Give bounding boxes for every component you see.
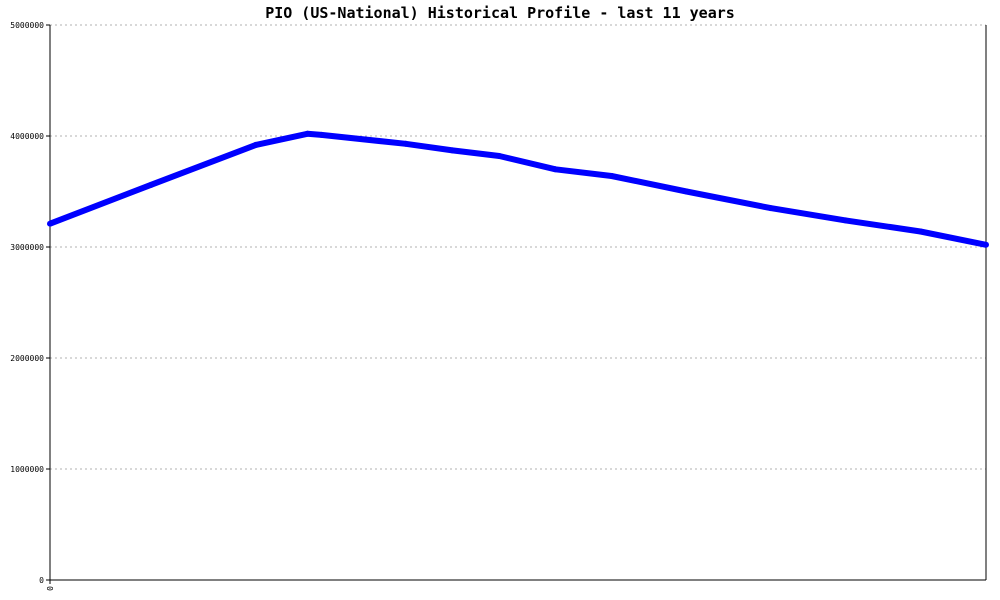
data-point-4: [318, 131, 325, 138]
data-point-14: [983, 241, 989, 248]
data-point-7: [496, 152, 503, 159]
data-point-12: [842, 217, 849, 224]
data-point-0: [47, 220, 53, 227]
y-tick-label-4: 4000000: [10, 132, 44, 141]
y-tick-label-1: 1000000: [10, 465, 44, 474]
data-point-6: [449, 147, 456, 154]
data-point-2: [252, 141, 259, 148]
data-line-series: [48, 130, 987, 248]
y-tick-label-0: 0: [39, 576, 44, 585]
data-point-5: [402, 140, 409, 147]
y-tick-label-2: 2000000: [10, 354, 44, 363]
data-point-9: [608, 172, 615, 179]
data-point-3: [304, 130, 311, 137]
data-point-11: [767, 205, 774, 212]
x-tick-label-0: 0: [46, 586, 55, 591]
data-point-1: [148, 181, 155, 188]
data-point-8: [552, 166, 559, 173]
data-point-13: [917, 228, 924, 235]
chart-title: PIO (US-National) Historical Profile - l…: [265, 4, 735, 22]
data-point-10: [683, 188, 690, 195]
y-tick-label-3: 3000000: [10, 243, 44, 252]
y-tick-label-5: 5000000: [10, 21, 44, 30]
